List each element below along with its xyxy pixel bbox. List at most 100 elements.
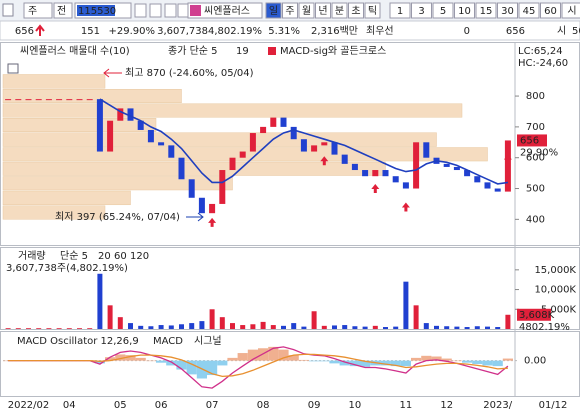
interval-button[interactable] (561, 2, 580, 19)
volume-profile-bar (2, 74, 106, 89)
hc-label: HC:-24,60 (518, 58, 568, 69)
volume-profile-bar (2, 132, 437, 147)
period-button[interactable] (298, 2, 315, 19)
volume-bar (352, 326, 358, 329)
volume-bar (209, 309, 215, 329)
period-button[interactable] (265, 2, 282, 19)
volume-profile-bar (2, 205, 106, 220)
volume-bar (311, 311, 317, 329)
oscillator-bar (329, 360, 340, 364)
candle (453, 166, 460, 171)
tool-button[interactable] (164, 3, 177, 18)
candle (504, 140, 511, 192)
signal-arrow (320, 156, 329, 166)
oscillator-bar (400, 360, 411, 367)
panel-title: 씨엔플러스 매물대 수(10) (20, 45, 130, 57)
tool-button[interactable] (149, 3, 162, 18)
volume-bar (444, 326, 450, 329)
oscillator-bar (451, 360, 462, 362)
interval: 10 (458, 6, 471, 17)
interval-button[interactable] (497, 2, 518, 19)
volume-bar (434, 325, 439, 329)
candle (66, 99, 73, 101)
period-button[interactable] (331, 2, 348, 19)
macd-signal-label: 시그널 (194, 335, 222, 347)
volume-profile-bar (2, 161, 386, 176)
oscillator-bar (237, 353, 248, 361)
oscillator-bar (319, 360, 330, 362)
period-button[interactable] (282, 2, 298, 19)
quote-field: 656 (506, 26, 525, 37)
volume-profile-bar (2, 89, 182, 104)
interval-button[interactable] (411, 2, 432, 19)
oscillator-bar (421, 355, 432, 361)
interval: 5 (440, 6, 446, 17)
candle (96, 99, 103, 152)
x-tick-label: 11 (400, 400, 413, 411)
mode: 전 (57, 5, 66, 17)
period-button[interactable] (315, 2, 331, 19)
oscillator-bar (309, 360, 320, 362)
period-button[interactable] (364, 2, 381, 19)
signal-label: MACD-sig와 골든크로스 (280, 45, 386, 57)
oscillator-bar (380, 360, 391, 366)
annotation-arrow (103, 68, 122, 78)
mode-box[interactable] (53, 2, 73, 19)
interval: 1 (397, 6, 403, 17)
x-tick-label: 06 (155, 400, 168, 411)
x-tick-label: 2023/ (483, 400, 512, 411)
candle (372, 170, 379, 177)
signal-arrow (401, 202, 410, 212)
y-tick-label: 700 (526, 122, 545, 133)
volume-bar (372, 325, 378, 329)
volume-profile-bar (2, 118, 157, 132)
tool-button[interactable] (134, 3, 147, 18)
candle (494, 188, 501, 192)
volume-bar (15, 328, 21, 329)
interval: 시 (567, 5, 576, 17)
interval-button[interactable] (475, 2, 497, 19)
last-price: 656 (520, 135, 539, 146)
quote-field: 시 (557, 25, 566, 37)
volume-bar (5, 328, 11, 329)
candle (331, 142, 338, 155)
last-price-box (517, 134, 547, 147)
ma-period: 19 (236, 46, 249, 57)
quote-field: +29.90% (108, 26, 155, 37)
oscillator-bar (105, 357, 116, 361)
grid-icon (7, 63, 19, 74)
annotation-arrow (186, 212, 204, 222)
oscillator-bar (482, 360, 493, 366)
oscillator-bar (207, 360, 218, 376)
candle (45, 99, 52, 101)
name-box (187, 2, 263, 19)
quote-field: 2,316백만 (311, 25, 358, 37)
y-tick-label: 15,000K (534, 265, 576, 276)
x-tick-label: 08 (257, 400, 270, 411)
candle (413, 142, 420, 189)
quote-field: 151 (81, 26, 100, 37)
macd-title: MACD Oscillator 12,26,9 (17, 336, 139, 347)
name-icon (190, 5, 201, 16)
interval-button[interactable] (454, 2, 475, 19)
interval-button[interactable] (518, 2, 540, 19)
icon (2, 3, 14, 17)
volume-ma-label: 20 (98, 251, 111, 262)
x-tick-label: 05 (114, 400, 127, 411)
tool-button[interactable] (177, 3, 190, 18)
volume-bar (128, 323, 133, 329)
market-box[interactable] (23, 2, 53, 19)
period-button[interactable] (348, 2, 364, 19)
x-tick-label: 04 (63, 400, 76, 411)
volume-bar (291, 323, 297, 329)
volume-bar (505, 314, 511, 329)
interval-button[interactable] (540, 2, 561, 19)
last-volume-pct: 4802.19% (519, 322, 570, 333)
volume-bar (36, 328, 42, 329)
interval-button[interactable] (389, 2, 411, 19)
interval-button[interactable] (432, 2, 454, 19)
candle (260, 126, 267, 134)
candle (270, 117, 277, 127)
volume-bar (168, 325, 174, 329)
oscillator-bar (247, 349, 258, 361)
